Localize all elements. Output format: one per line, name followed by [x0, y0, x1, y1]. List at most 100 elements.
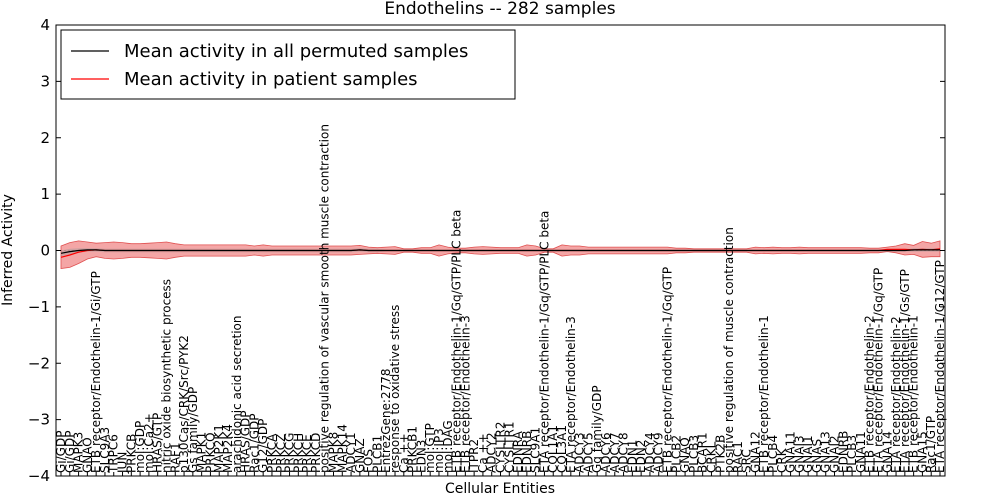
- x-tick-label: PLCB3: [687, 435, 701, 473]
- x-tick-label: GNAI2: [828, 435, 842, 473]
- x-tick-label: ADCY7: [608, 432, 622, 473]
- x-tick-label: PRKCG: [283, 433, 297, 473]
- x-tick-label: PRKCZ: [274, 434, 288, 473]
- x-tick-label: ETB receptor/Endothelin-1: [907, 315, 921, 473]
- x-tick-label: CYSLTR1: [502, 422, 516, 473]
- series-line-permuted: [60, 249, 940, 254]
- x-tick-label: mol:DAG: [441, 420, 455, 473]
- x-tick-label: GNA13: [819, 431, 833, 473]
- x-tick-label: MAP2K4: [221, 424, 235, 473]
- x-tick-label: ETB receptor/Endothelin-1/Gi/GTP: [89, 271, 103, 473]
- x-tick-label: RAF1: [168, 442, 182, 473]
- x-tick-label: COL1A1: [546, 425, 560, 473]
- x-tick-label: arachidonic acid secretion: [230, 316, 244, 473]
- x-tick-label: ETA receptor/Endothelin-1/Gs/GTP: [898, 269, 912, 473]
- x-tick-label: GNAZ: [353, 438, 367, 473]
- legend: Mean activity in all permuted samples Mea…: [60, 29, 516, 100]
- x-tick-label: p130Cas/CRK/Src/PYK2: [177, 335, 191, 473]
- x-tick-label: ADCY9: [652, 432, 666, 473]
- x-tick-label: response to oxidative stress: [388, 305, 402, 473]
- x-tick-label: SLC9A1: [529, 427, 543, 473]
- x-tick-label: CRK: [775, 447, 789, 473]
- x-tick-label: ADCY3: [573, 432, 587, 473]
- band-patient: [60, 240, 941, 269]
- x-tick-label: Rac1/GTP: [924, 416, 938, 473]
- x-tick-label: SLC9A3: [98, 427, 112, 473]
- x-tick-label: MAP2K1: [212, 424, 226, 473]
- x-tick-label: mol:GTP: [423, 423, 437, 473]
- x-tick-label: ETB receptor/Endothelin-1/Gq/GTP: [661, 267, 675, 473]
- x-tick-label: ADCY8: [617, 432, 631, 473]
- x-tick-label: JUN: [116, 452, 130, 474]
- x-tick-label: positive regulation of muscle contractio…: [722, 227, 736, 473]
- x-tick-label: EDNRB: [520, 431, 534, 473]
- x-tick-label: PTK2B: [713, 435, 727, 473]
- y-tick-label: 2: [40, 129, 50, 147]
- x-tick-label: BCAR1: [696, 432, 710, 473]
- x-tick-label: RAC1: [731, 441, 745, 473]
- x-tick-label: PLCB1: [370, 435, 384, 473]
- x-tick-label: PRKCB1: [406, 426, 420, 473]
- x-tick-label: EDNRA: [511, 430, 525, 473]
- legend-label: Mean activity in patient samples: [124, 69, 418, 90]
- x-tick-label: positive regulation of vascular smooth m…: [318, 124, 332, 473]
- x-tick-label: HRAS/GTP: [151, 413, 165, 473]
- x-tick-label: ETB receptor/Endothelin-3: [458, 315, 472, 473]
- x-tick-label: PRKCB: [124, 434, 138, 473]
- x-tick-label: ETA receptor/Endothelin-3: [564, 316, 578, 473]
- y-tick-label: 3: [40, 72, 50, 90]
- x-tick-label: MAPK1: [195, 432, 209, 473]
- x-tick-label: ADCY4: [643, 432, 657, 473]
- x-tick-label: EDNRB: [836, 431, 850, 473]
- y-axis-label: Inferred Activity: [0, 194, 16, 306]
- y-tick-label: 0: [40, 242, 50, 260]
- x-tick-label: mol:GDP: [133, 421, 147, 473]
- x-tick-label: Rac1/GDP: [247, 414, 261, 473]
- x-tick-label: ADCY5: [581, 432, 595, 473]
- x-tick-label: EDN3: [414, 440, 428, 473]
- x-tick-label: TRPC6: [107, 434, 121, 474]
- x-tick-label: Ca ++: [397, 433, 411, 473]
- x-tick-label: MAPK8: [327, 432, 341, 473]
- y-tick-label: −4: [28, 467, 50, 485]
- x-tick-label: PLCB2: [669, 435, 683, 473]
- x-tick-label: PRKCA: [265, 433, 279, 473]
- x-tick-label: GNAS: [810, 439, 824, 473]
- x-tick-label: ADCY1: [344, 432, 358, 473]
- x-tick-label: ETA receptor/Endothelin-1/Gq/GTP: [872, 268, 886, 473]
- x-tick-label: CYSLTR2: [494, 422, 508, 473]
- x-tick-label: HRAS/GDP: [239, 410, 253, 473]
- x-tick-label: Gi/GDP: [54, 431, 68, 473]
- x-tick-label: SRC: [740, 449, 754, 473]
- x-tick-label: EDN2: [634, 440, 648, 473]
- x-tick-label: GNAI3: [792, 435, 806, 473]
- y-tick-label: −1: [28, 298, 50, 316]
- legend-box: [60, 29, 516, 100]
- x-tick-label: ETA receptor/Endothelin-1/Gq/GTP/PLC bet…: [538, 211, 552, 473]
- x-tick-label: GNA12: [748, 431, 762, 473]
- legend-label: Mean activity in all permuted samples: [124, 41, 468, 62]
- x-tick-label: ETB receptor/Endothelin-2: [863, 315, 877, 473]
- x-tick-label: PRKCD: [309, 433, 323, 473]
- x-tick-label: ETA receptor/Endothelin-1/G12/GTP: [933, 260, 947, 473]
- x-tick-label: mol:Ca2+: [142, 413, 156, 473]
- x-tick-label: PRKCH: [291, 433, 305, 473]
- x-tick-label: EDN1: [625, 440, 639, 473]
- x-tick-label: MAPK3: [72, 432, 86, 473]
- x-tick-label: mol:IP3: [432, 428, 446, 473]
- x-tick-label: EntrezGene:2778: [379, 369, 393, 474]
- x-tick-label: GNA11: [784, 431, 798, 473]
- x-axis-label: Cellular Entities: [445, 481, 555, 497]
- x-tick-label: Gq family/GDP: [590, 385, 604, 473]
- chart-title: Endothelins -- 282 samples: [384, 0, 615, 19]
- y-tick-label: 4: [40, 16, 50, 34]
- x-tick-label: CRKL: [705, 441, 719, 473]
- x-tick-label: GNAO: [80, 437, 94, 473]
- x-tick-label: GNAI1: [801, 435, 815, 473]
- x-tick-label: ETB receptor/Endothelin-1: [757, 315, 771, 473]
- x-tick-label: ITPR2: [467, 439, 481, 473]
- x-tick-label: GNA11: [854, 431, 868, 473]
- x-tick-label: PRKCQ: [203, 432, 217, 473]
- x-tick-label: ADCY6: [599, 432, 613, 473]
